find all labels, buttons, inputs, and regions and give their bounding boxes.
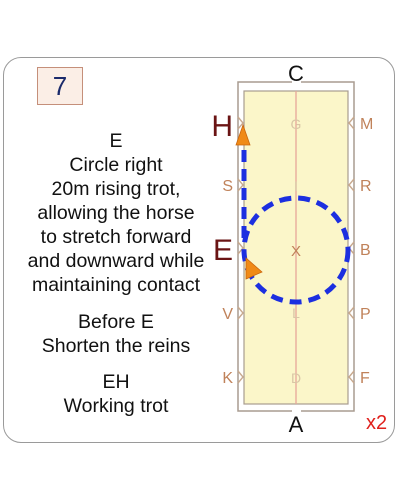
arena-letter-d: D: [291, 370, 301, 386]
arena-letter-r: R: [360, 178, 372, 195]
arena-letter-s: S: [222, 178, 233, 195]
instruction-line: Before E: [78, 311, 154, 333]
right-letters: M R B P F: [360, 116, 373, 387]
circle-right-path: [241, 195, 351, 305]
arena-letter-e-emphasis: E: [213, 234, 233, 267]
gate-gap-bottom: [292, 409, 301, 413]
marker-notch-v: [237, 306, 244, 320]
marker-notch-e: [237, 241, 244, 255]
left-letters: S V K: [222, 178, 233, 387]
arena-letter-a: A: [289, 412, 304, 437]
instruction-line: maintaining contact: [31, 274, 201, 296]
arena-letter-b: B: [360, 242, 371, 259]
arena-letter-m: M: [360, 116, 373, 133]
instruction-block-2: Before E Shorten the reins: [6, 310, 226, 358]
instruction-line: E: [109, 130, 123, 152]
gate-gap-top: [292, 80, 301, 84]
arena-letter-i: I: [294, 178, 298, 194]
instruction-block-1: E Circle right 20m rising trot, allowing…: [6, 129, 226, 297]
arena-letter-h-emphasis: H: [211, 110, 233, 143]
left-markers: [237, 116, 244, 384]
arena-letter-l: L: [292, 305, 300, 321]
instruction-line: allowing the horse: [37, 202, 195, 224]
arena-letter-c: C: [288, 61, 304, 86]
arena-letter-p: P: [360, 306, 371, 323]
instruction-line: Working trot: [63, 395, 169, 417]
marker-notch-r: [348, 178, 355, 192]
repeat-indicator: x2: [366, 412, 388, 434]
marker-notch-h: [237, 116, 244, 130]
step-number-badge: 7: [37, 67, 83, 105]
direction-arrow-h: [235, 123, 251, 146]
arena-letter-g: G: [291, 116, 302, 132]
arena-letter-k: K: [222, 370, 233, 387]
instruction-line: EH: [102, 371, 130, 393]
instruction-line: to stretch forward: [40, 226, 192, 248]
instruction-line: 20m rising trot,: [51, 178, 181, 200]
marker-notch-f: [348, 370, 355, 384]
arena-letter-f: F: [360, 370, 370, 387]
direction-arrow-e: [245, 257, 263, 280]
instruction-line: and downward while: [27, 250, 205, 272]
marker-notch-s: [237, 178, 244, 192]
arena-letter-v: V: [222, 306, 233, 323]
arena-letter-x: X: [291, 243, 301, 260]
center-letters: G I L D: [291, 116, 302, 386]
marker-notch-k: [237, 370, 244, 384]
instruction-line: Shorten the reins: [41, 335, 191, 357]
instruction-block-3: EH Working trot: [6, 370, 226, 418]
marker-notch-p: [348, 306, 355, 320]
instruction-line: Circle right: [69, 154, 163, 176]
marker-notch-m: [348, 116, 355, 130]
